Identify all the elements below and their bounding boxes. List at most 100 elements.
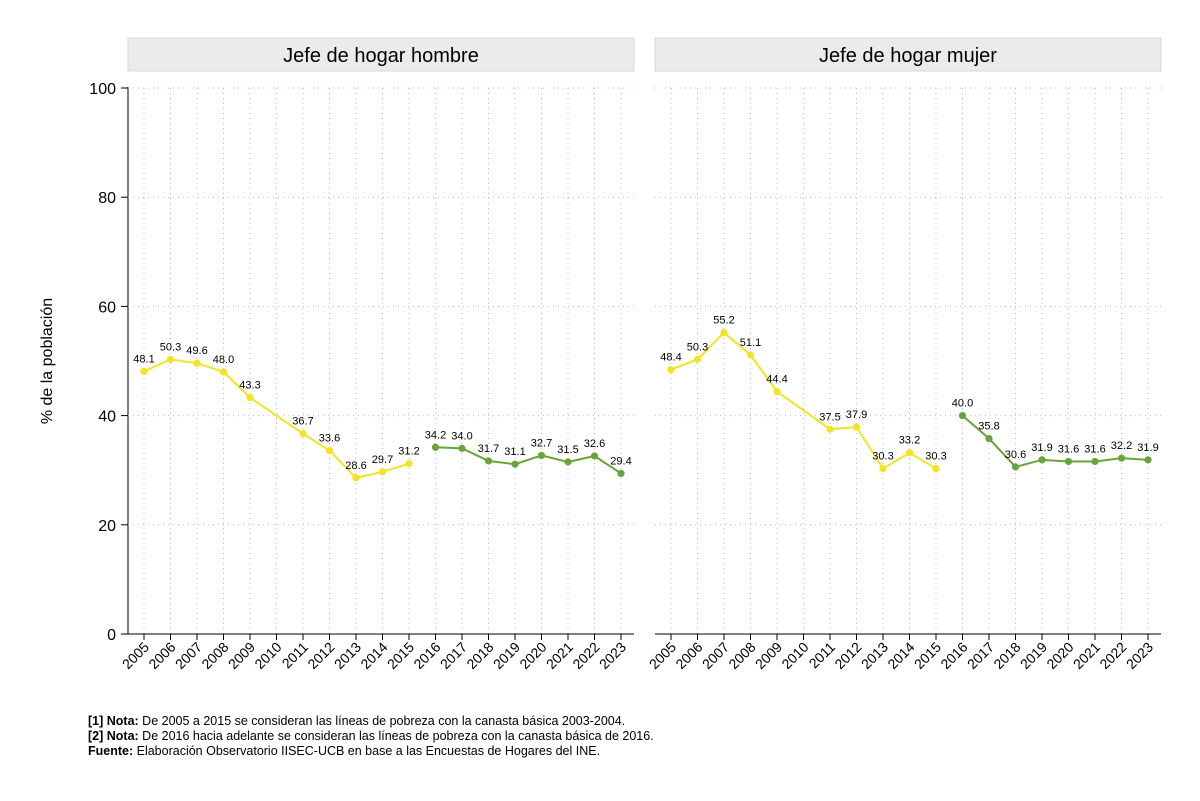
data-label: 33.2 bbox=[899, 435, 920, 447]
x-tick-label: 2013 bbox=[331, 639, 364, 672]
note-2: [2] Nota: De 2016 hacia adelante se cons… bbox=[88, 729, 654, 744]
data-label: 31.5 bbox=[557, 444, 578, 456]
data-label: 34.2 bbox=[425, 429, 446, 441]
source-note: Fuente: Elaboración Observatorio IISEC-U… bbox=[88, 744, 654, 759]
data-point bbox=[932, 464, 940, 473]
x-tick-label: 2023 bbox=[1123, 639, 1156, 672]
series-line-canasta_2003_2004 bbox=[670, 331, 937, 470]
data-point bbox=[325, 446, 334, 455]
panel-header bbox=[654, 37, 1162, 72]
source-text: Elaboración Observatorio IISEC-UCB en ba… bbox=[133, 744, 601, 758]
note-1-label: [1] Nota: bbox=[88, 714, 139, 728]
x-tick-label: 2009 bbox=[225, 639, 258, 672]
data-point bbox=[166, 355, 175, 363]
source-label: Fuente: bbox=[88, 744, 134, 758]
x-tick-label: 2005 bbox=[646, 639, 679, 672]
x-tick-label: 2010 bbox=[251, 639, 284, 672]
data-point bbox=[352, 474, 360, 482]
x-tick-label: 2023 bbox=[596, 639, 629, 672]
data-label: 31.1 bbox=[504, 446, 525, 458]
note-1: [1] Nota: De 2005 a 2015 se consideran l… bbox=[88, 714, 654, 729]
data-label: 50.3 bbox=[160, 341, 181, 353]
data-label: 31.9 bbox=[1031, 442, 1052, 454]
series-line-canasta_2016 bbox=[961, 414, 1149, 469]
data-point bbox=[879, 464, 887, 473]
data-label: 28.6 bbox=[345, 460, 366, 472]
x-tick-label: 2012 bbox=[304, 639, 337, 672]
y-tick-label: 60 bbox=[98, 299, 116, 316]
note-1-text: De 2005 a 2015 se consideran las líneas … bbox=[138, 714, 626, 728]
x-tick-label: 2015 bbox=[911, 639, 944, 672]
data-point bbox=[458, 444, 466, 452]
series-line-canasta_2003_2004 bbox=[143, 358, 410, 479]
data-label: 31.6 bbox=[1058, 443, 1079, 455]
x-tick-label: 2017 bbox=[964, 639, 997, 672]
y-tick-label: 100 bbox=[89, 81, 116, 98]
x-tick-label: 2008 bbox=[725, 639, 758, 672]
data-label: 31.2 bbox=[398, 446, 419, 458]
data-point bbox=[219, 368, 228, 376]
data-point bbox=[140, 367, 148, 375]
data-label: 49.6 bbox=[186, 345, 207, 357]
data-point bbox=[905, 449, 914, 457]
data-label: 48.1 bbox=[133, 353, 154, 365]
data-label: 32.2 bbox=[1111, 440, 1132, 452]
x-tick-label: 2013 bbox=[858, 639, 891, 672]
data-point bbox=[693, 355, 702, 363]
data-label: 40.0 bbox=[952, 398, 973, 410]
data-label: 31.6 bbox=[1084, 443, 1105, 455]
y-tick-label: 40 bbox=[98, 409, 116, 426]
y-tick-label: 80 bbox=[98, 190, 116, 207]
data-point bbox=[1117, 454, 1126, 462]
data-label: 48.0 bbox=[213, 354, 234, 366]
data-point bbox=[484, 457, 493, 465]
data-point bbox=[193, 359, 201, 367]
data-point bbox=[617, 469, 625, 478]
x-tick-label: 2017 bbox=[437, 639, 470, 672]
data-label: 29.7 bbox=[372, 454, 393, 466]
y-axis-label: % de la población bbox=[39, 298, 56, 424]
panel-title: Jefe de hogar mujer bbox=[819, 45, 997, 67]
x-tick-label: 2021 bbox=[1070, 639, 1103, 672]
data-point bbox=[590, 452, 599, 460]
data-label: 31.7 bbox=[478, 443, 499, 455]
data-label: 32.7 bbox=[531, 437, 552, 449]
x-tick-label: 2016 bbox=[937, 639, 970, 672]
data-point bbox=[378, 468, 387, 476]
data-point bbox=[985, 434, 993, 443]
x-tick-label: 2009 bbox=[752, 639, 785, 672]
x-tick-label: 2007 bbox=[172, 639, 205, 672]
data-label: 43.3 bbox=[239, 380, 260, 392]
x-tick-label: 2021 bbox=[543, 639, 576, 672]
x-tick-label: 2012 bbox=[831, 639, 864, 672]
x-tick-label: 2005 bbox=[119, 639, 152, 672]
x-tick-label: 2006 bbox=[145, 639, 178, 672]
data-label: 51.1 bbox=[740, 337, 761, 349]
x-tick-label: 2006 bbox=[672, 639, 705, 672]
panel-header bbox=[127, 37, 635, 72]
x-tick-label: 2020 bbox=[516, 639, 549, 672]
data-point bbox=[1011, 463, 1020, 471]
x-tick-label: 2007 bbox=[699, 639, 732, 672]
data-label: 34.0 bbox=[451, 430, 472, 442]
y-tick-label: 0 bbox=[107, 627, 116, 644]
data-point bbox=[299, 430, 307, 438]
data-point bbox=[431, 443, 440, 451]
data-point bbox=[511, 460, 519, 468]
note-2-text: De 2016 hacia adelante se consideran las… bbox=[138, 729, 654, 743]
data-point bbox=[1091, 457, 1099, 466]
data-point bbox=[958, 412, 967, 420]
x-tick-label: 2022 bbox=[569, 639, 602, 672]
x-tick-label: 2015 bbox=[384, 639, 417, 672]
panel-title: Jefe de hogar hombre bbox=[283, 45, 479, 67]
data-label: 30.3 bbox=[872, 451, 893, 463]
series-line-canasta_2016 bbox=[435, 446, 622, 475]
data-label: 44.4 bbox=[766, 374, 787, 386]
data-point bbox=[1144, 456, 1152, 464]
data-point bbox=[405, 460, 413, 468]
data-point bbox=[826, 425, 834, 433]
y-tick-label: 20 bbox=[98, 518, 116, 535]
x-tick-label: 2022 bbox=[1096, 639, 1129, 672]
x-tick-label: 2010 bbox=[778, 639, 811, 672]
x-tick-label: 2018 bbox=[463, 639, 496, 672]
